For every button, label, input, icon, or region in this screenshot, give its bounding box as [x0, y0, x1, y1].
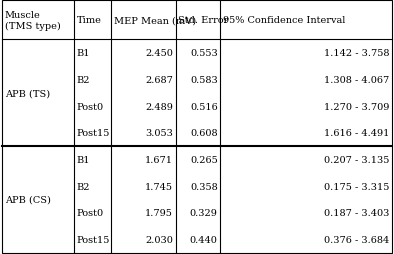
Text: 0.207 - 3.135: 0.207 - 3.135 — [324, 155, 389, 164]
Text: Std. Error: Std. Error — [178, 16, 229, 25]
Text: B1: B1 — [77, 155, 90, 164]
Text: 0.265: 0.265 — [190, 155, 217, 164]
Text: 1.745: 1.745 — [145, 182, 173, 191]
Text: Post15: Post15 — [77, 129, 110, 138]
Text: 0.608: 0.608 — [190, 129, 217, 138]
Text: APB (TS): APB (TS) — [5, 89, 50, 98]
Text: 0.516: 0.516 — [190, 102, 217, 111]
Text: Time: Time — [77, 16, 102, 25]
Text: Muscle
(TMS type): Muscle (TMS type) — [5, 11, 60, 31]
Text: 0.583: 0.583 — [190, 76, 217, 85]
Text: 1.616 - 4.491: 1.616 - 4.491 — [324, 129, 389, 138]
Text: 1.795: 1.795 — [145, 208, 173, 217]
Text: B2: B2 — [77, 182, 90, 191]
Text: 1.270 - 3.709: 1.270 - 3.709 — [324, 102, 389, 111]
Text: 0.440: 0.440 — [190, 235, 217, 244]
Text: B2: B2 — [77, 76, 90, 85]
Text: 0.553: 0.553 — [190, 49, 217, 58]
Text: Post15: Post15 — [77, 235, 110, 244]
Text: 2.450: 2.450 — [145, 49, 173, 58]
Text: MEP Mean (mV): MEP Mean (mV) — [114, 16, 196, 25]
Text: 0.175 - 3.315: 0.175 - 3.315 — [324, 182, 389, 191]
Text: 0.358: 0.358 — [190, 182, 217, 191]
Text: 3.053: 3.053 — [145, 129, 173, 138]
Text: 1.308 - 4.067: 1.308 - 4.067 — [324, 76, 389, 85]
Text: 0.187 - 3.403: 0.187 - 3.403 — [324, 208, 389, 217]
Text: 0.376 - 3.684: 0.376 - 3.684 — [324, 235, 389, 244]
Text: Post0: Post0 — [77, 208, 104, 217]
Text: 2.687: 2.687 — [145, 76, 173, 85]
Text: 95% Confidence Interval: 95% Confidence Interval — [223, 16, 346, 25]
Text: 2.030: 2.030 — [145, 235, 173, 244]
Text: 2.489: 2.489 — [145, 102, 173, 111]
Text: B1: B1 — [77, 49, 90, 58]
Text: 0.329: 0.329 — [190, 208, 217, 217]
Text: 1.142 - 3.758: 1.142 - 3.758 — [324, 49, 389, 58]
Text: Post0: Post0 — [77, 102, 104, 111]
Text: 1.671: 1.671 — [145, 155, 173, 164]
Text: APB (CS): APB (CS) — [5, 195, 50, 204]
